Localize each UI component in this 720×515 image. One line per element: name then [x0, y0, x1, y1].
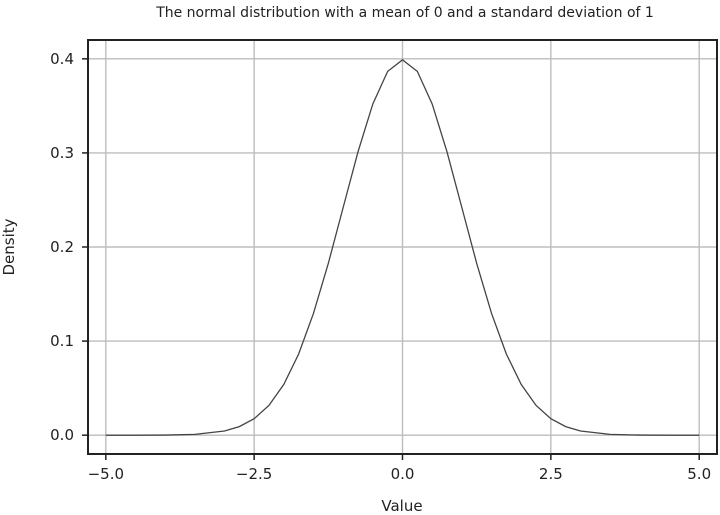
- y-tick-label: 0.1: [50, 332, 74, 350]
- x-axis-tick-labels: −5.0 −2.5 0.0 2.5 5.0: [88, 465, 712, 483]
- x-tick-label: 2.5: [539, 465, 563, 483]
- x-tick-label: 0.0: [391, 465, 415, 483]
- axis-ticks: [82, 58, 700, 460]
- y-tick-label: 0.0: [50, 426, 74, 444]
- y-axis-tick-labels: 0.0 0.1 0.2 0.3 0.4: [50, 50, 74, 444]
- y-axis-label: Density: [0, 218, 18, 275]
- y-tick-label: 0.2: [50, 238, 74, 256]
- y-tick-label: 0.4: [50, 50, 74, 68]
- y-tick-label: 0.3: [50, 144, 74, 162]
- grid-lines: [88, 40, 717, 454]
- chart-title: The normal distribution with a mean of 0…: [155, 5, 654, 21]
- density-curve: [105, 58, 700, 436]
- x-tick-label: 5.0: [687, 465, 711, 483]
- x-tick-label: −2.5: [236, 465, 272, 483]
- x-tick-label: −5.0: [88, 465, 124, 483]
- x-axis-label: Value: [381, 497, 422, 515]
